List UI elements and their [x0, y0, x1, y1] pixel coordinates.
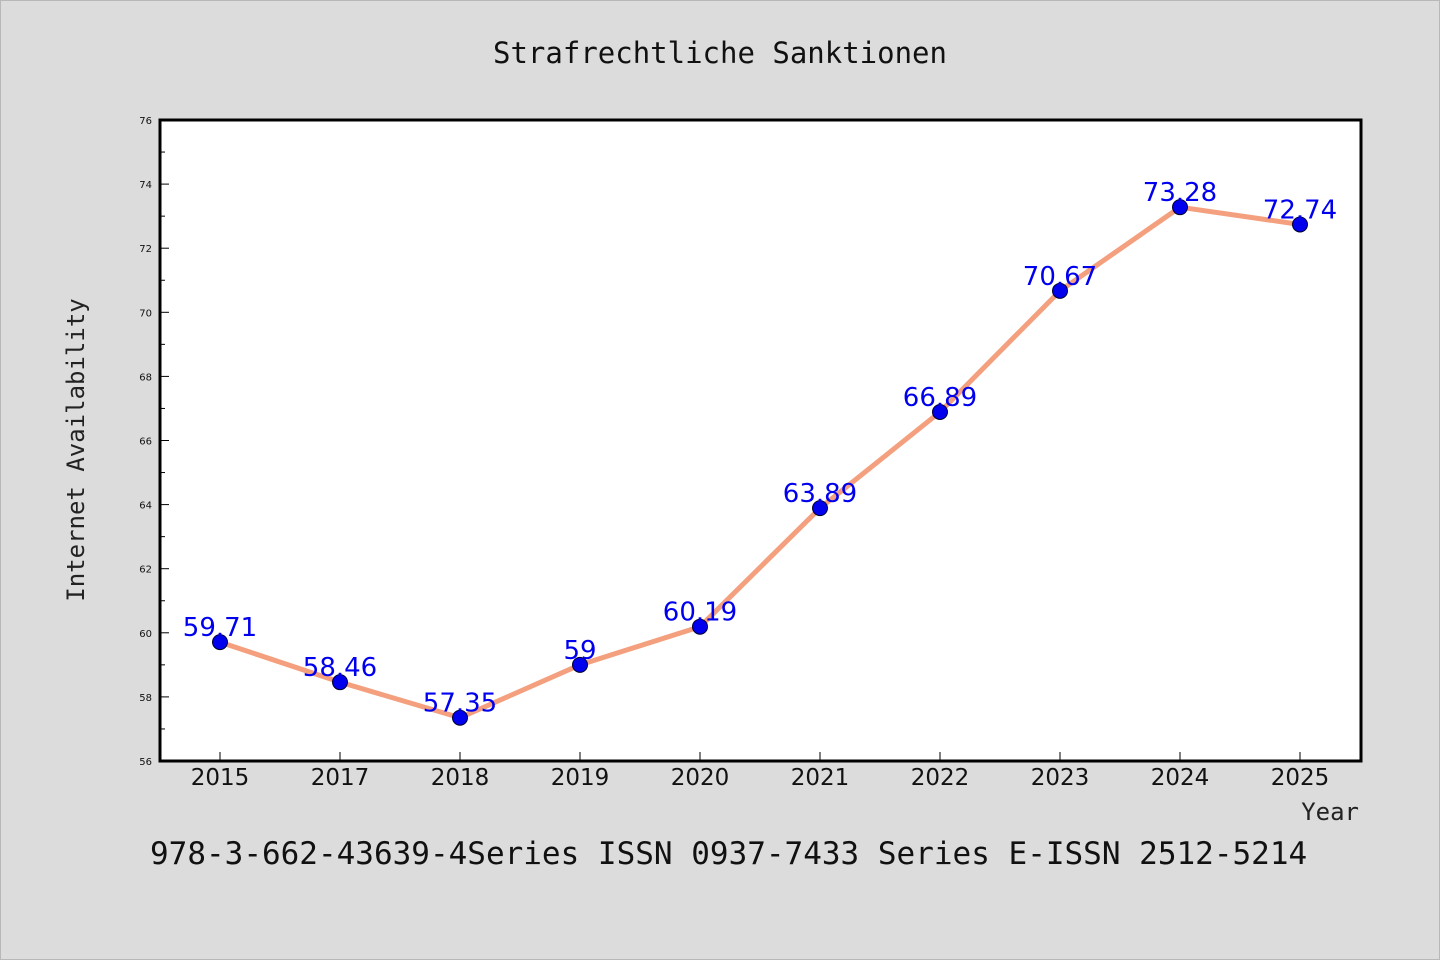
y-axis: 56 58 60 62 64 66 68 70 72 74 76 — [139, 116, 169, 768]
data-point-label: 58.46 — [303, 653, 377, 683]
data-point-label: 57.35 — [423, 689, 497, 719]
data-point-marker — [692, 618, 708, 635]
x-tick-label: 2023 — [1031, 765, 1090, 791]
data-point-marker — [572, 656, 588, 673]
data-point-label: 73.28 — [1143, 178, 1217, 208]
x-tick-label: 2015 — [191, 765, 250, 791]
plot-area — [158, 118, 1363, 763]
y-tick-label: 64 — [139, 501, 152, 512]
y-tick-label: 60 — [139, 629, 152, 640]
y-tick-label: 56 — [139, 757, 152, 768]
x-axis-title: Year — [1301, 798, 1359, 826]
series-line — [217, 204, 1303, 721]
x-tick-label: 2020 — [671, 765, 730, 791]
x-tick-label: 2021 — [791, 765, 850, 791]
data-point-marker — [212, 634, 228, 651]
footer-isbn-text: 978-3-662-43639-4Series ISSN 0937-7433 S… — [150, 836, 1307, 872]
y-tick-label: 66 — [139, 437, 152, 448]
data-point-label: 59 — [563, 636, 596, 666]
x-tick-label: 2024 — [1151, 765, 1210, 791]
data-point-label: 60.19 — [663, 598, 737, 628]
y-tick-label: 74 — [139, 180, 152, 191]
x-tick-label: 2018 — [431, 765, 490, 791]
data-point-marker — [1172, 199, 1188, 216]
data-point-label: 66.89 — [903, 383, 977, 413]
y-tick-label: 62 — [139, 565, 152, 576]
data-point-marker — [932, 403, 948, 420]
x-tick-label: 2017 — [311, 765, 370, 791]
y-tick-label: 72 — [139, 244, 152, 255]
y-axis-title: Internet Availability — [62, 298, 90, 601]
data-point-marker — [812, 500, 828, 517]
x-tick-label: 2025 — [1271, 765, 1330, 791]
data-point-label: 72.74 — [1263, 195, 1337, 225]
y-tick-label: 70 — [139, 308, 152, 319]
y-tick-label: 58 — [139, 693, 152, 704]
data-point-label: 59.71 — [183, 613, 257, 643]
y-tick-label: 68 — [139, 372, 152, 383]
data-point-label: 70.67 — [1023, 262, 1097, 292]
data-point-marker — [1052, 282, 1068, 299]
data-point-marker — [332, 674, 348, 691]
x-tick-label: 2022 — [911, 765, 970, 791]
y-tick-label: 76 — [139, 116, 152, 127]
data-point-marker — [452, 709, 468, 726]
chart-title: Strafrechtliche Sanktionen — [493, 36, 947, 70]
x-tick-label: 2019 — [551, 765, 610, 791]
series-line-group: 59.71 58.46 57.35 59 60.19 63.89 66.89 70.67 73.… — [183, 178, 1337, 726]
x-axis: 2015 2017 2018 2019 2020 2021 2022 2023 2024 2025 — [191, 752, 1330, 791]
data-point-marker — [1292, 216, 1308, 233]
data-point-label: 63.89 — [783, 479, 857, 509]
